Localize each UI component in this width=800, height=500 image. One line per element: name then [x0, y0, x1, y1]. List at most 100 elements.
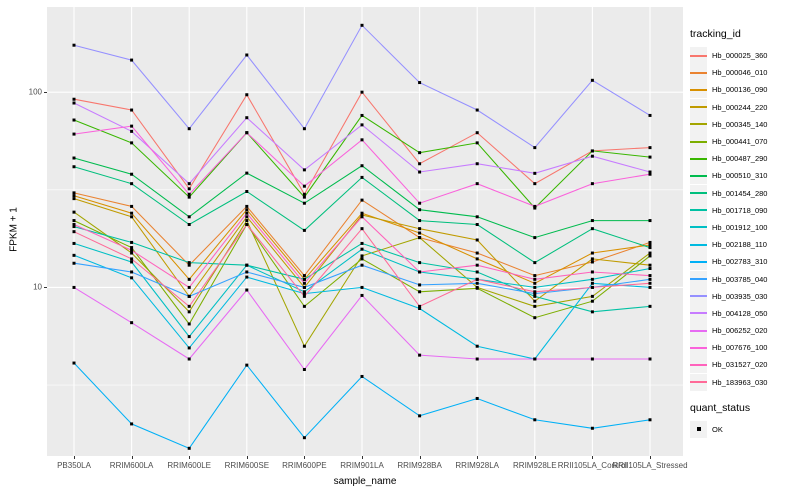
plot-canvas	[47, 7, 683, 456]
x-tick-mark	[650, 456, 651, 459]
x-tick-label: PB350LA	[57, 461, 91, 470]
data-point	[360, 164, 364, 168]
data-point	[475, 215, 479, 219]
legend-entry-Hb_000244_220: Hb_000244_220	[690, 98, 798, 116]
data-point	[130, 108, 134, 112]
data-point	[72, 219, 76, 223]
data-point	[475, 396, 479, 400]
data-point	[302, 195, 306, 199]
data-point	[648, 274, 652, 278]
data-point	[418, 261, 422, 265]
x-tick-label: RRIM928BA	[397, 461, 442, 470]
legend-label: Hb_007676_100	[712, 343, 768, 353]
data-point	[648, 246, 652, 250]
legend-line-icon	[690, 157, 707, 160]
legend-line-icon	[690, 209, 707, 212]
data-point	[302, 290, 306, 294]
data-point	[533, 292, 537, 296]
legend-label: Hb_000345_140	[712, 119, 768, 129]
data-point	[72, 191, 76, 195]
legend-line-icon	[690, 243, 707, 246]
data-point	[302, 292, 306, 296]
data-point	[533, 274, 537, 278]
legend-line-icon	[690, 260, 707, 263]
data-point	[648, 277, 652, 281]
data-point	[533, 171, 537, 175]
legend-key-box	[690, 270, 707, 288]
data-point	[302, 304, 306, 308]
legend-entry-Hb_001718_090: Hb_001718_090	[690, 201, 798, 219]
y-tick-mark	[44, 92, 47, 94]
data-point	[590, 219, 594, 223]
data-point	[418, 151, 422, 155]
legend-label: Hb_000046_010	[712, 68, 768, 78]
data-point	[590, 277, 594, 281]
data-point	[475, 277, 479, 281]
data-point	[533, 285, 537, 289]
legend-entry-quant-ok: OK	[690, 420, 798, 438]
data-point	[187, 223, 191, 227]
data-point	[360, 23, 364, 27]
data-point	[533, 299, 537, 303]
data-point	[360, 113, 364, 117]
data-point	[360, 247, 364, 251]
data-point	[418, 290, 422, 294]
legend-label: Hb_003785_040	[712, 274, 768, 284]
data-point	[590, 257, 594, 261]
legend-entry-Hb_007676_100: Hb_007676_100	[690, 339, 798, 357]
data-point	[360, 257, 364, 261]
data-point	[130, 276, 134, 280]
data-point	[590, 182, 594, 186]
data-point	[72, 241, 76, 245]
legend-key-box	[690, 47, 707, 65]
data-point	[302, 367, 306, 371]
data-point	[648, 251, 652, 255]
data-point	[302, 294, 306, 298]
legend-label: Hb_000025_360	[712, 51, 768, 61]
data-point	[187, 294, 191, 298]
data-point	[302, 274, 306, 278]
x-tick-mark	[189, 456, 191, 459]
data-point	[418, 270, 422, 274]
data-point	[130, 240, 134, 244]
legend-key-box	[690, 253, 707, 271]
data-point	[590, 227, 594, 231]
data-point	[590, 357, 594, 361]
data-point	[245, 93, 249, 97]
data-point	[648, 146, 652, 150]
data-point	[533, 182, 537, 186]
data-point	[418, 414, 422, 418]
data-point	[130, 182, 134, 186]
data-point	[648, 304, 652, 308]
data-point	[590, 285, 594, 289]
data-point	[130, 172, 134, 176]
data-point	[245, 204, 249, 208]
data-point	[590, 426, 594, 430]
legend-line-icon	[690, 192, 707, 195]
data-point	[475, 131, 479, 135]
legend-key-box	[690, 201, 707, 219]
legend-title-tracking-id: tracking_id	[690, 28, 741, 40]
x-tick-mark	[362, 456, 363, 459]
data-point	[648, 254, 652, 258]
legend-entry-Hb_183963_030: Hb_183963_030	[690, 373, 798, 391]
data-point	[302, 436, 306, 440]
legend-key-box	[690, 133, 707, 151]
data-point	[418, 353, 422, 357]
data-point	[475, 182, 479, 186]
data-point	[187, 285, 191, 289]
data-point	[302, 228, 306, 232]
legend-key-box	[690, 167, 707, 185]
data-point	[187, 182, 191, 186]
legend-entry-Hb_002783_310: Hb_002783_310	[690, 253, 798, 271]
data-point	[72, 194, 76, 198]
data-point	[648, 219, 652, 223]
data-point	[648, 418, 652, 422]
data-point	[648, 155, 652, 159]
data-point	[360, 374, 364, 378]
legend-entry-Hb_003785_040: Hb_003785_040	[690, 270, 798, 288]
legend-label: Hb_002188_110	[712, 240, 767, 250]
data-point	[418, 162, 422, 166]
data-point	[475, 238, 479, 242]
